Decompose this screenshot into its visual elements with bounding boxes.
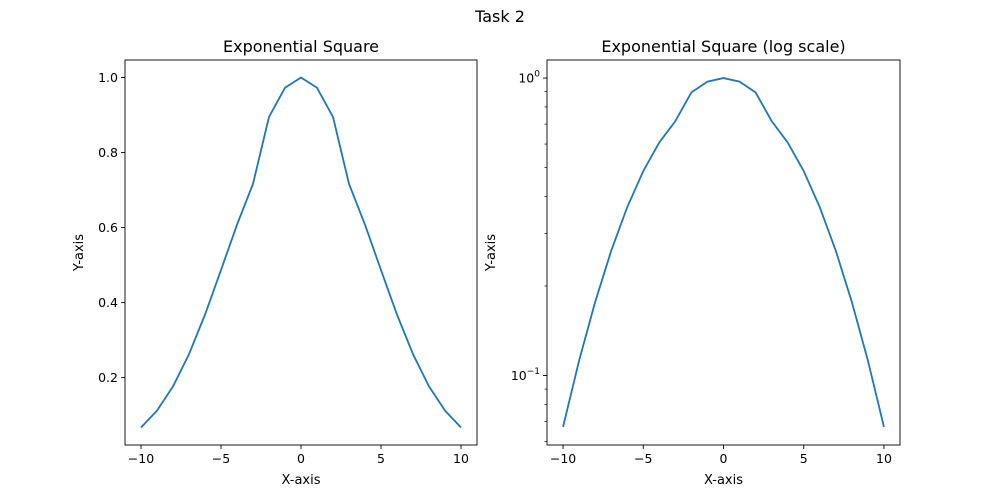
y-axis-label: Y-axis <box>484 234 499 272</box>
y-axis-label: Y-axis <box>72 234 87 272</box>
chart-title: Exponential Square (log scale) <box>601 37 845 56</box>
axes-frame <box>546 59 901 446</box>
y-tick-label: 10−1 <box>511 367 540 383</box>
x-tick-label: −5 <box>212 451 230 466</box>
chart-title: Exponential Square <box>223 37 379 56</box>
x-axis-label: X-axis <box>704 473 743 488</box>
x-tick-label: 0 <box>297 451 305 466</box>
x-tick-label: −5 <box>634 451 652 466</box>
y-tick-label: 0.4 <box>98 295 118 310</box>
y-tick-label: 0.2 <box>98 370 118 385</box>
y-tick-label: 0.6 <box>98 220 118 235</box>
series-line <box>140 76 462 429</box>
x-tick-label: 0 <box>720 451 728 466</box>
figure-title: Task 2 <box>475 7 525 26</box>
y-tick-label: 100 <box>518 70 540 86</box>
axes-frame <box>124 59 478 446</box>
chart-panel-2: −10 −5 0 5 10 10−1 100 Exponential Square (log … <box>484 37 901 488</box>
x-tick-label: 10 <box>876 451 892 466</box>
series-line <box>562 77 885 428</box>
x-axis-label: X-axis <box>282 473 321 488</box>
y-tick-label: 1.0 <box>98 70 118 85</box>
x-tick-label: 10 <box>453 451 469 466</box>
x-tick-label: −10 <box>128 451 154 466</box>
y-tick-label: 0.8 <box>98 145 118 160</box>
x-tick-label: 5 <box>377 451 385 466</box>
x-tick-label: 5 <box>800 451 808 466</box>
x-tick-label: −10 <box>550 451 576 466</box>
chart-panel-1: −10 −5 0 5 10 0.2 0.4 0.6 0.8 1.0 Exponential Squa… <box>72 37 478 488</box>
